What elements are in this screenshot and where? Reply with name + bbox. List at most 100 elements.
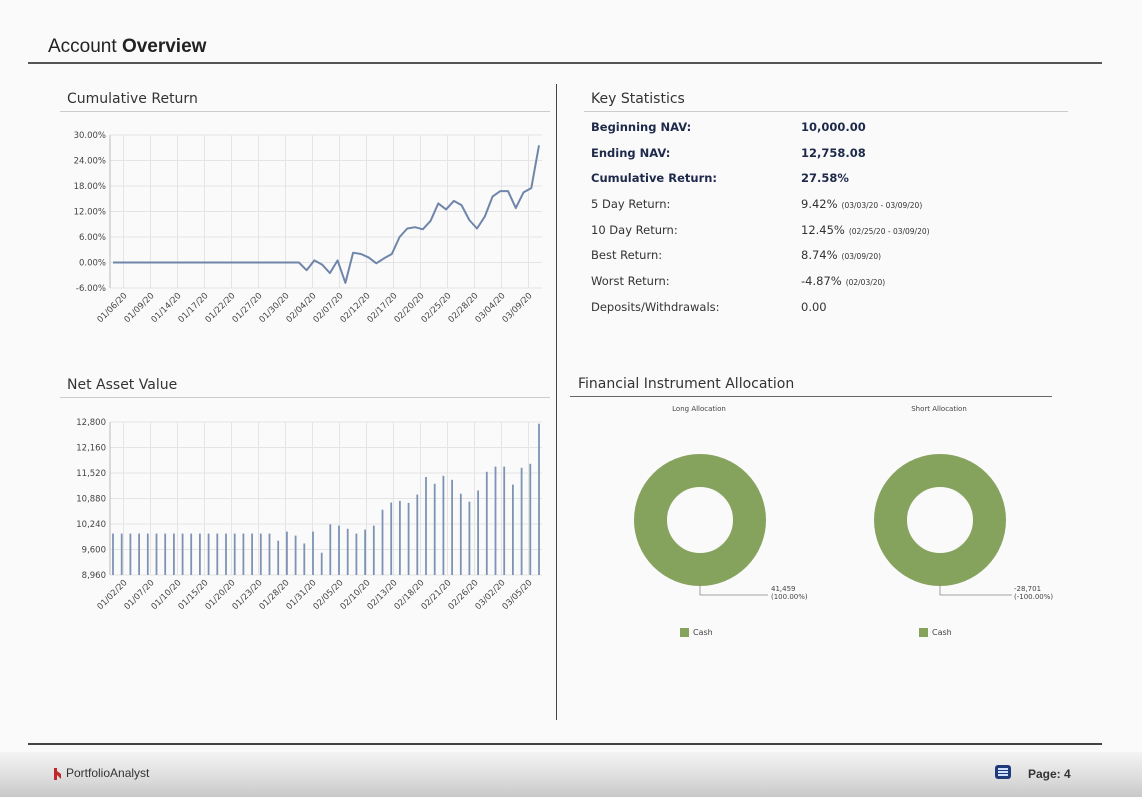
cum-return-y-tick-label: -6.00% [76, 284, 106, 294]
stat-label: Beginning NAV: [591, 120, 692, 134]
cum-return-series-line [113, 145, 540, 284]
nav-y-tick-label: 9,600 [82, 546, 106, 556]
nav-bar [346, 528, 349, 575]
nav-bar [538, 423, 540, 575]
nav-y-tick-label: 12,800 [76, 418, 106, 428]
short-allocation-donut [874, 454, 1006, 586]
nav-bar [120, 533, 123, 575]
nav-bar [286, 531, 288, 575]
stat-value: 0.00 [801, 300, 827, 314]
nav-bar [503, 466, 506, 575]
stat-label: 5 Day Return: [591, 197, 671, 212]
nav-bar [320, 552, 323, 575]
nav-bar [407, 502, 410, 575]
net-asset-value-rule [60, 397, 550, 398]
nav-bar [190, 533, 193, 575]
long-allocation-label: 41,459 (100.00%) [771, 585, 808, 601]
stat-value: -4.87% (02/03/20) [801, 274, 885, 288]
nav-y-tick-label: 8,960 [82, 571, 106, 581]
cumulative-return-title: Cumulative Return [67, 91, 198, 107]
nav-bar [372, 525, 375, 575]
nav-bar [364, 529, 366, 575]
short-leader-line [939, 583, 1012, 596]
cash-swatch [680, 628, 689, 637]
title-rule [28, 62, 1102, 64]
stat-value-text: 10,000.00 [801, 120, 866, 134]
nav-bar [477, 490, 479, 575]
short-allocation-label: -28,701 (-100.00%) [1014, 585, 1054, 601]
allocation-title: Financial Instrument Allocation [578, 376, 795, 392]
stat-row: Worst Return: -4.87% (02/03/20) [591, 271, 1071, 297]
nav-bar [512, 484, 514, 575]
cum-return-y-tick-label: 24.00% [74, 157, 106, 167]
nav-bar [303, 543, 306, 575]
stat-row: Beginning NAV: 10,000.00 [591, 117, 1071, 143]
nav-bar [225, 533, 227, 575]
nav-bar [459, 493, 462, 575]
allocation-leader-lines [699, 583, 1012, 596]
table-of-contents-icon[interactable] [995, 765, 1011, 779]
nav-bar [494, 466, 497, 575]
nav-bar [146, 533, 149, 575]
nav-bar [294, 535, 297, 575]
stat-label: Best Return: [591, 248, 663, 263]
nav-bar [155, 533, 158, 575]
stat-value-text: 12.45% [801, 222, 845, 237]
cumulative-return-chart: 30.00% 24.00% 18.00% 12.00% 6.00% 0.00% -6.00%… [74, 131, 542, 325]
stat-date-range: (03/03/20 - 03/09/20) [841, 201, 923, 211]
nav-bar [338, 525, 340, 575]
short-donut-ring [874, 454, 1006, 586]
key-statistics-title: Key Statistics [591, 91, 685, 107]
long-allocation-legend: Cash [680, 628, 713, 637]
nav-bar [259, 533, 262, 575]
stat-label: 10 Day Return: [591, 222, 678, 237]
long-donut-ring [634, 454, 766, 586]
net-asset-value-chart: 12,800 12,160 11,520 10,880 10,240 9,600 8,960… [76, 418, 542, 612]
key-statistics-table: Beginning NAV: 10,000.00 Ending NAV: 12,758… [591, 117, 1071, 323]
page-number: Page: 4 [1028, 767, 1071, 781]
nav-bar [433, 483, 436, 575]
nav-bar [399, 500, 401, 575]
footer: PortfolioAnalyst Page: 4 [0, 752, 1142, 797]
nav-bar [312, 531, 314, 575]
page-title: Account Overview [48, 36, 207, 57]
stat-row: Cumulative Return: 27.58% [591, 168, 1071, 194]
stat-label: Deposits/Withdrawals: [591, 299, 720, 314]
stat-value: 27.58% [801, 171, 849, 185]
nav-bar [451, 479, 453, 575]
cum-return-y-tick-label: 30.00% [74, 131, 106, 141]
stat-label: Worst Return: [591, 274, 670, 289]
nav-bar [468, 501, 471, 575]
nav-bar [216, 533, 219, 575]
stat-value-text: 12,758.08 [801, 145, 866, 160]
nav-bar [381, 509, 384, 575]
stat-value: 9.42% (03/03/20 - 03/09/20) [801, 197, 922, 211]
stat-value-text: -4.87% [801, 274, 842, 289]
cum-return-y-tick-label: 6.00% [79, 233, 106, 243]
stat-label: Cumulative Return: [591, 171, 718, 186]
stat-value: 12,758.08 [801, 146, 866, 160]
stat-value-text: 0.00 [801, 299, 827, 314]
nav-y-tick-label: 10,240 [76, 520, 106, 530]
nav-bar [390, 502, 393, 575]
nav-bar [425, 477, 427, 575]
net-asset-value-title: Net Asset Value [67, 377, 178, 393]
long-allocation-title: Long Allocation [672, 405, 726, 413]
cum-return-y-tick-label: 18.00% [74, 182, 106, 192]
nav-bar [207, 533, 210, 575]
stat-value-text: 9.42% [801, 197, 838, 212]
stat-label: Ending NAV: [591, 145, 671, 160]
cash-swatch [919, 628, 928, 637]
stat-row: 5 Day Return: 9.42% (03/03/20 - 03/09/20) [591, 194, 1071, 220]
nav-bar [520, 467, 523, 575]
nav-bar [173, 533, 175, 575]
nav-bar [529, 463, 532, 575]
nav-bar [199, 533, 201, 575]
nav-y-tick-label: 12,160 [76, 444, 106, 454]
nav-bar [181, 533, 184, 575]
cum-return-y-tick-label: 12.00% [74, 208, 106, 218]
stat-row: 10 Day Return: 12.45% (02/25/20 - 03/09/20… [591, 220, 1071, 246]
nav-bar [242, 533, 245, 575]
long-allocation-donut [634, 454, 766, 586]
stat-value-text: 27.58% [801, 171, 849, 186]
